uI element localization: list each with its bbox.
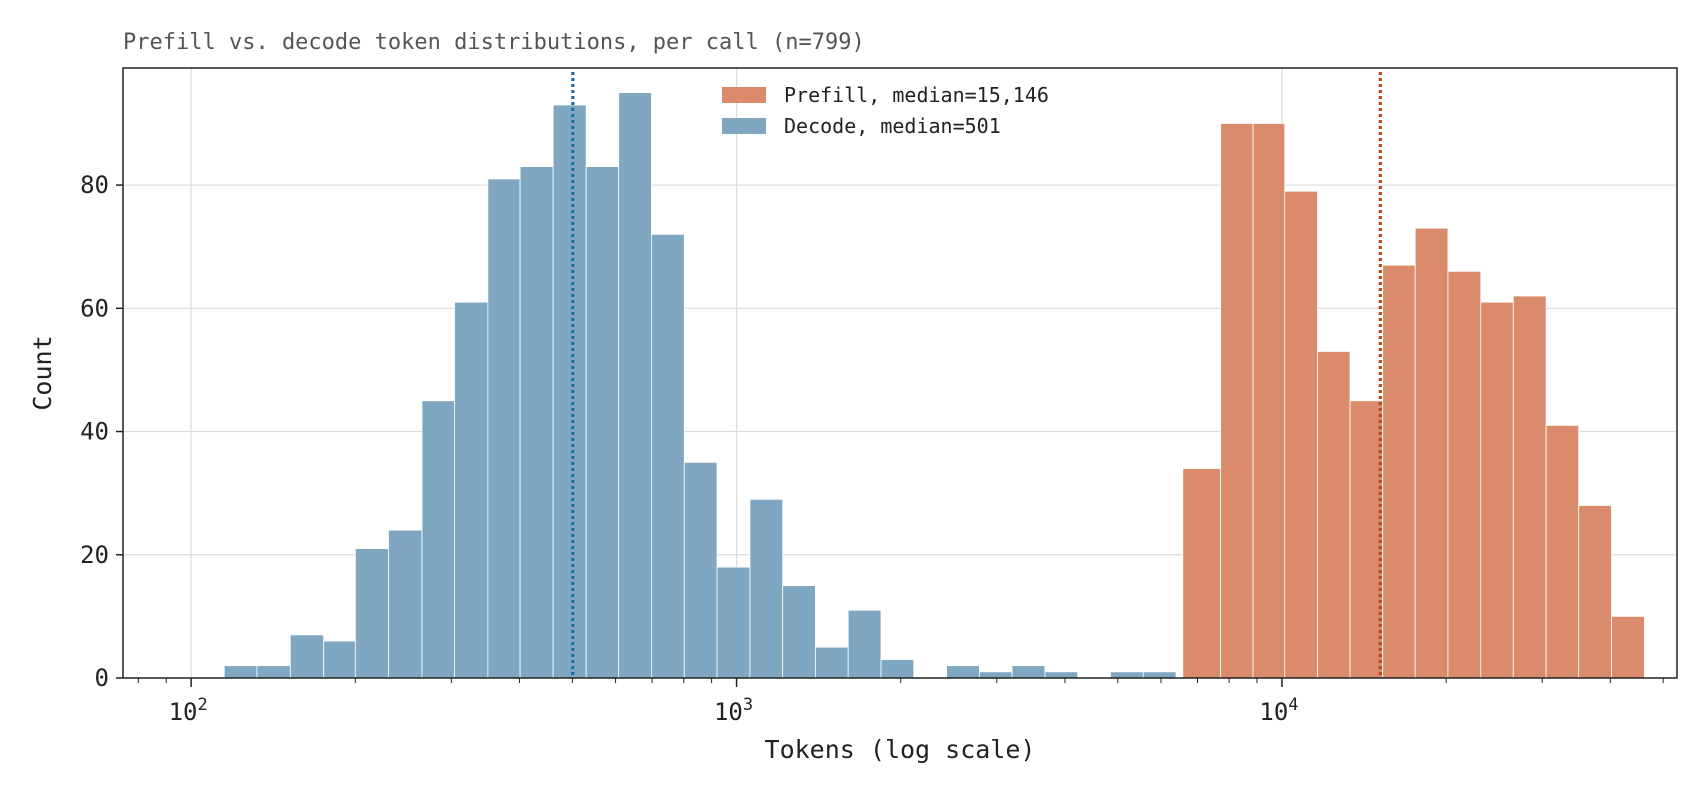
decode-bar (880, 659, 915, 679)
decode-bar (815, 646, 849, 679)
decode-bar (1044, 671, 1079, 679)
decode-bar (552, 104, 587, 679)
decode-bar (1110, 671, 1144, 679)
decode-bar (782, 585, 816, 679)
legend-swatch-prefill (722, 87, 766, 103)
x-tick-label: 103 (714, 695, 753, 726)
decode-bar (1142, 671, 1177, 679)
y-tick-label: 0 (95, 664, 109, 692)
decode-bar (256, 665, 291, 679)
prefill-bar (1182, 468, 1222, 679)
decode-bar (978, 671, 1013, 679)
x-tick-label: 102 (169, 695, 208, 726)
prefill-bar (1545, 424, 1580, 679)
legend-label-decode: Decode, median=501 (784, 114, 1001, 138)
decode-bar (716, 566, 751, 679)
prefill-bar (1578, 505, 1612, 679)
decode-bar (618, 92, 652, 679)
decode-bar (487, 178, 521, 679)
decode-bar (354, 548, 389, 679)
decode-bar (421, 400, 455, 679)
x-tick-label: 104 (1259, 695, 1298, 726)
prefill-bar (1284, 190, 1318, 679)
legend-swatch-decode (722, 118, 766, 134)
prefill-bar (1611, 615, 1645, 679)
prefill-bar (1349, 400, 1384, 679)
x-axis: 102 103 104 (137, 678, 1664, 726)
y-tick-label: 40 (80, 418, 109, 446)
chart-title: Prefill vs. decode token distributions, … (123, 30, 865, 55)
decode-bar (388, 529, 423, 679)
legend: Prefill, median=15,146 Decode, median=501 (722, 83, 1049, 138)
prefill-bar (1382, 264, 1416, 679)
prefill-bar (1447, 270, 1482, 679)
prefill-bar (1317, 351, 1351, 679)
decode-bar (650, 233, 685, 679)
decode-bar (683, 461, 718, 679)
x-axis-label: Tokens (log scale) (765, 735, 1036, 764)
y-tick-label: 20 (80, 541, 109, 569)
plot-frame (122, 67, 1678, 679)
prefill-bar (1414, 227, 1449, 679)
decode-bar (847, 609, 882, 679)
prefill-bar (1512, 295, 1547, 679)
decode-bar (946, 665, 980, 679)
decode-bar (749, 498, 784, 679)
decode-bar (1011, 665, 1046, 679)
y-tick-label: 60 (80, 294, 109, 322)
y-axis-label: Count (28, 335, 57, 410)
decode-bar (519, 166, 554, 679)
median-lines (571, 72, 1382, 678)
y-axis: 0 20 40 60 80 (80, 171, 123, 692)
decode-bar (323, 640, 356, 679)
prefill-bar (1252, 123, 1286, 679)
prefill-bar (1480, 301, 1514, 679)
decode-bar (585, 166, 620, 679)
decode-bar (289, 634, 325, 679)
decode-bar (454, 301, 489, 679)
legend-label-prefill: Prefill, median=15,146 (784, 83, 1049, 107)
histogram-bars (223, 92, 1645, 679)
prefill-bar (1220, 123, 1254, 679)
decode-bar (223, 665, 258, 679)
y-tick-label: 80 (80, 171, 109, 199)
